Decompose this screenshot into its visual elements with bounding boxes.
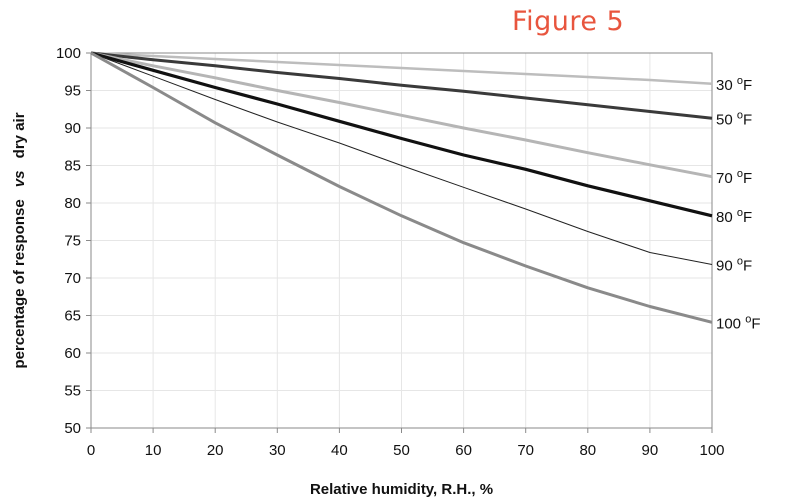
x-tick-label: 10 [145, 442, 162, 459]
series-labels: 30 oF 50 oF 70 oF 80 oF 90 oF 100 oF [716, 75, 761, 333]
series-label-80f: 80 oF [716, 207, 752, 226]
y-axis-ticks: 50 55 60 65 70 75 80 85 90 95 100 [56, 45, 91, 437]
series-line-90f [90, 52, 713, 265]
y-tick-label: 90 [64, 120, 81, 137]
series-lines [90, 51, 713, 324]
y-tick-label: 60 [64, 345, 81, 362]
x-tick-label: 70 [517, 442, 534, 459]
series-line-70f [90, 51, 713, 179]
y-tick-label: 65 [64, 308, 81, 325]
y-tick-label: 80 [64, 195, 81, 212]
y-tick-label: 70 [64, 270, 81, 287]
series-line-80f [90, 51, 713, 218]
y-tick-label: 95 [64, 83, 81, 100]
y-axis-title: percentage of response vs dry air [11, 112, 28, 368]
y-tick-label: 50 [64, 420, 81, 437]
x-tick-label: 40 [331, 442, 348, 459]
figure-label: Figure 5 [512, 6, 625, 37]
series-label-70f: 70 oF [716, 168, 752, 187]
x-tick-label: 0 [87, 442, 95, 459]
y-tick-label: 55 [64, 383, 81, 400]
series-label-90f: 90 oF [716, 256, 752, 275]
y-axis-title-part-1: percentage of response [11, 199, 28, 368]
x-tick-label: 20 [207, 442, 224, 459]
series-line-50f [90, 51, 713, 120]
series-label-30f: 30 oF [716, 75, 752, 94]
series-label-100f: 100 oF [716, 313, 761, 332]
x-axis-ticks: 0 10 20 30 40 50 60 70 80 90 100 [87, 428, 725, 459]
y-tick-label: 100 [56, 45, 81, 62]
x-tick-label: 90 [642, 442, 659, 459]
y-tick-label: 85 [64, 158, 81, 175]
x-tick-label: 80 [579, 442, 596, 459]
y-axis-title-part-3: dry air [11, 112, 28, 158]
x-tick-label: 100 [699, 442, 724, 459]
y-axis-title-part-2: vs [11, 170, 28, 187]
x-tick-label: 60 [455, 442, 472, 459]
x-tick-label: 50 [393, 442, 410, 459]
x-tick-label: 30 [269, 442, 286, 459]
series-label-50f: 50 oF [716, 109, 752, 128]
series-line-30f [90, 51, 713, 85]
y-tick-label: 75 [64, 233, 81, 250]
series-line-100f [90, 51, 713, 324]
x-axis-title: Relative humidity, R.H., % [310, 481, 493, 498]
